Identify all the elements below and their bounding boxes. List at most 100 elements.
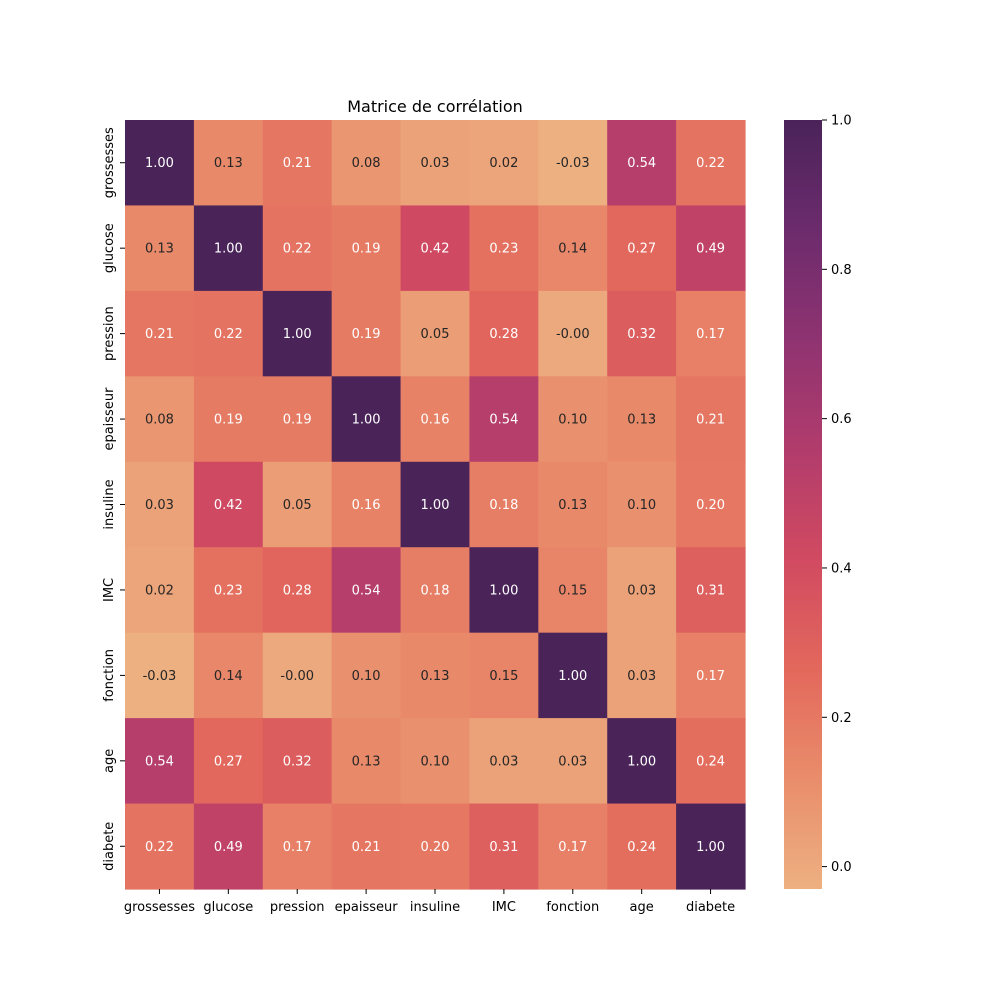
heatmap-cell-epaisseur-fonction [538,376,608,463]
heatmap-cell-pression-insuline [400,290,471,377]
heatmap-cell-glucose-glucose [193,205,264,292]
heatmap-cell-grossesses-age [607,120,677,207]
cell-value-label: 0.23 [489,242,518,257]
heatmap-cell-diabete-grossesses [125,803,195,890]
cell-value-label: 0.42 [421,242,450,257]
cell-value-label: 0.13 [421,669,450,684]
y-tick-label-age: age [102,749,117,773]
heatmap-cell-epaisseur-epaisseur [331,376,402,463]
cell-value-label: 0.03 [489,754,518,769]
y-tick-label-fonction: fonction [102,649,117,702]
heatmap-cell-pression-fonction [538,290,608,377]
x-tick-label-grossesses: grossesses [124,900,195,915]
heatmap-cell-fonction-epaisseur [331,632,402,719]
colorbar-tick-label: 0.8 [831,263,852,278]
heatmap-cell-IMC-insuline [400,547,471,634]
heatmap-cell-grossesses-diabete [676,120,746,207]
heatmap-cell-pression-age [607,290,677,377]
heatmap-cell-glucose-grossesses [125,205,195,292]
colorbar-tick-label: 0.4 [831,561,852,576]
heatmap-cell-age-fonction [538,718,608,805]
heatmap-cell-diabete-epaisseur [331,803,402,890]
cell-value-label: 0.20 [421,840,450,855]
cell-value-label: 0.03 [558,754,587,769]
heatmap-cell-grossesses-pression [262,120,333,207]
cell-value-label: -0.03 [556,156,590,171]
cell-value-label: 0.22 [696,156,725,171]
heatmap-cell-fonction-diabete [676,632,746,719]
heatmap-cell-age-insuline [400,718,471,805]
cell-value-label: -0.00 [280,669,314,684]
heatmap-cell-diabete-age [607,803,677,890]
heatmap-cell-diabete-glucose [193,803,264,890]
heatmap-cell-pression-diabete [676,290,746,377]
cell-value-label: 0.27 [214,754,243,769]
y-axis: grossesses glucose pression epaisseur insuli… [102,127,125,871]
heatmap-cell-fonction-glucose [193,632,264,719]
cell-value-label: 0.10 [352,669,381,684]
cell-value-label: 0.16 [421,413,450,428]
y-tick-label-diabete: diabete [102,822,117,871]
cell-value-label: 0.17 [696,327,725,342]
x-tick-label-glucose: glucose [203,900,253,915]
heatmap-cell-IMC-fonction [538,547,608,634]
heatmap-cell-fonction-grossesses [125,632,195,719]
colorbar-tick-label: 0.0 [831,860,852,875]
cell-value-label: 1.00 [283,327,312,342]
cell-value-label: 0.18 [489,498,518,513]
heatmap-cell-pression-grossesses [125,290,195,377]
heatmap-cell-grossesses-insuline [400,120,471,207]
x-tick-label-IMC: IMC [492,900,516,915]
heatmap-cell-diabete-fonction [538,803,608,890]
y-tick-label-pression: pression [102,306,117,361]
heatmap-cell-epaisseur-glucose [193,376,264,463]
cell-value-label: 0.10 [627,498,656,513]
y-tick-label-insuline: insuline [102,479,117,529]
cell-value-label: -0.03 [143,669,177,684]
heatmap-cell-epaisseur-grossesses [125,376,195,463]
cell-value-label: 0.14 [558,242,587,257]
cell-value-label: 1.00 [627,754,656,769]
cell-value-label: 0.21 [283,156,312,171]
cell-value-label: 0.13 [145,242,174,257]
cell-value-label: 0.24 [627,840,656,855]
cell-value-label: 0.08 [145,413,174,428]
heatmap-cell-glucose-fonction [538,205,608,292]
heatmap-cell-diabete-IMC [469,803,539,890]
cell-value-label: 0.22 [214,327,243,342]
y-tick-label-grossesses: grossesses [102,127,117,198]
x-tick-label-pression: pression [270,900,325,915]
cell-value-label: 0.21 [352,840,381,855]
x-tick-label-diabete: diabete [686,900,735,915]
cell-value-label: 0.49 [214,840,243,855]
colorbar [784,120,822,889]
heatmap-cell-IMC-age [607,547,677,634]
cell-value-label: 0.19 [352,242,381,257]
cell-value-label: 0.13 [627,413,656,428]
heatmap-cell-IMC-glucose [193,547,264,634]
y-tick-label-epaisseur: epaisseur [102,387,117,451]
cell-value-label: 0.08 [352,156,381,171]
heatmap-cell-IMC-diabete [676,547,746,634]
heatmap-cell-grossesses-IMC [469,120,539,207]
heatmap-cell-grossesses-glucose [193,120,264,207]
heatmap-cell-fonction-pression [262,632,333,719]
cell-value-label: 0.24 [696,754,725,769]
cell-value-label: 0.15 [558,583,587,598]
cell-value-label: 0.20 [696,498,725,513]
cell-value-label: 1.00 [489,583,518,598]
cell-value-label: 0.10 [421,754,450,769]
heatmap-cell-glucose-age [607,205,677,292]
x-tick-label-fonction: fonction [546,900,599,915]
heatmap-cell-insuline-fonction [538,461,608,548]
heatmap-cell-insuline-IMC [469,461,539,548]
cell-value-label: 0.14 [214,669,243,684]
heatmap-cell-age-pression [262,718,333,805]
heatmap-cell-epaisseur-pression [262,376,333,463]
cell-value-label: 0.28 [283,583,312,598]
cell-value-label: 0.32 [627,327,656,342]
cell-value-label: 0.22 [283,242,312,257]
cell-value-label: 0.17 [558,840,587,855]
cell-value-label: 0.05 [283,498,312,513]
